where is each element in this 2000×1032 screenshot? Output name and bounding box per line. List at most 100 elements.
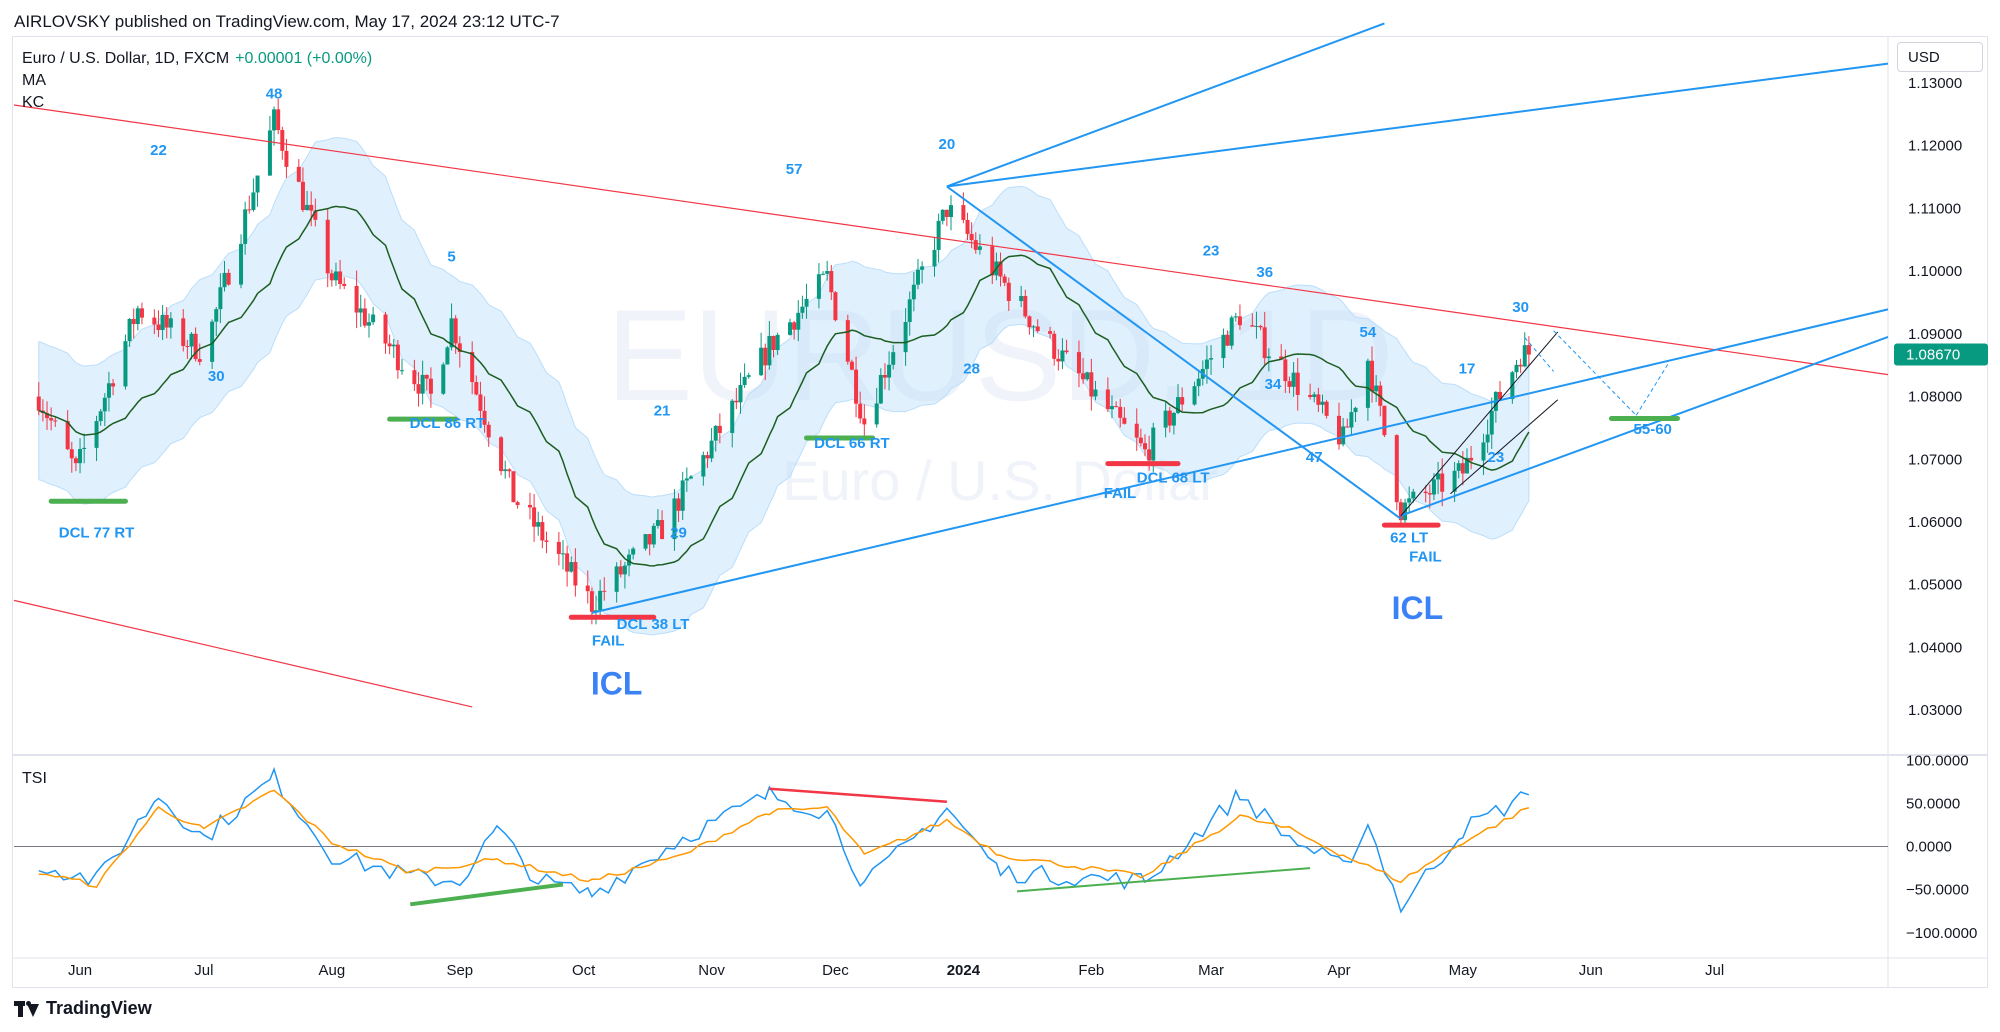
candle-body <box>53 420 58 422</box>
candle-body <box>1522 345 1527 367</box>
tradingview-logo[interactable]: TradingView <box>14 998 152 1019</box>
candle <box>247 195 252 214</box>
candle <box>457 336 462 368</box>
candle <box>631 546 636 560</box>
candle-body <box>709 440 714 459</box>
candle-body <box>333 271 338 281</box>
candle-body <box>106 383 111 398</box>
candle <box>713 425 718 452</box>
candle-body <box>684 478 689 481</box>
candle-body <box>573 562 578 586</box>
candle <box>1064 339 1069 354</box>
tsi-title[interactable]: TSI <box>22 770 47 787</box>
price-axis[interactable]: 1.13000 1.12000 1.11000 1.10000 1.09000 1.080… <box>1908 75 1962 719</box>
candle-body <box>829 271 834 293</box>
candle <box>643 534 648 551</box>
candle-body <box>1287 381 1292 387</box>
candle-body <box>1176 397 1181 413</box>
candle-body <box>1171 412 1176 426</box>
candle <box>428 367 433 408</box>
candle <box>226 269 231 286</box>
candle <box>585 570 590 604</box>
candle-body <box>887 364 892 378</box>
candle-body <box>878 374 883 404</box>
currency-selector[interactable]: USD <box>1897 42 1983 72</box>
last-price-badge <box>1894 343 1988 366</box>
candle-body <box>1497 391 1502 400</box>
legend-ma[interactable]: MA <box>22 72 46 89</box>
candle-body <box>907 299 912 323</box>
candle-body <box>845 320 850 362</box>
red-trendline-top <box>13 104 1889 376</box>
candle-body <box>139 308 144 318</box>
candle <box>305 190 310 211</box>
tsi-divergence-bull <box>410 882 564 907</box>
time-tick: Apr <box>1327 962 1350 979</box>
candle-body <box>821 273 826 275</box>
candle <box>474 375 479 396</box>
price-tick: 1.05000 <box>1908 577 1962 594</box>
candle <box>1320 394 1325 414</box>
candle-body <box>1514 364 1519 373</box>
last-price-label: 1.08670 <box>1894 343 1988 366</box>
price-tick: 1.06000 <box>1908 514 1962 531</box>
candle <box>903 308 908 366</box>
gridlines <box>12 36 1988 988</box>
candle-body <box>1048 331 1053 334</box>
candle-body <box>1485 434 1490 443</box>
candle <box>152 309 157 335</box>
candle-body <box>565 553 570 572</box>
candle-body <box>197 359 202 362</box>
cycle-annotation: 36 <box>1256 264 1273 281</box>
candle <box>1056 349 1061 371</box>
candle-body <box>1258 325 1263 328</box>
candle <box>160 305 165 340</box>
candle-body <box>1151 427 1156 461</box>
candle-body <box>511 471 516 503</box>
candle <box>1143 434 1148 457</box>
candle-body <box>127 318 132 342</box>
price-tick: 1.04000 <box>1908 639 1962 656</box>
cycle-annotation: 34 <box>1265 376 1282 393</box>
candle-body <box>788 322 793 335</box>
candle <box>1262 311 1267 366</box>
candle-body <box>532 507 537 527</box>
candle-body <box>1250 325 1255 327</box>
legend-symbol[interactable]: Euro / U.S. Dollar, 1D, FXCM <box>22 50 230 67</box>
candle <box>1469 445 1474 470</box>
candle <box>478 381 483 427</box>
candle <box>1233 312 1238 322</box>
candle <box>486 421 491 447</box>
candle <box>874 387 879 428</box>
candle <box>1035 319 1040 333</box>
tradingview-brand: TradingView <box>46 998 152 1018</box>
candle <box>164 307 169 339</box>
candle-body <box>903 322 908 353</box>
candle <box>189 332 194 360</box>
candle <box>915 258 920 290</box>
chart-watermark: EURUSD, 1D Euro / U.S. Dollar <box>606 282 1393 512</box>
price-tick: 1.08000 <box>1908 389 1962 406</box>
candle-body <box>453 318 458 344</box>
candle <box>1337 402 1342 450</box>
candle-body <box>767 335 772 366</box>
candle <box>825 260 830 281</box>
black-trendline-2 <box>1450 399 1559 495</box>
legend-kc[interactable]: KC <box>22 94 45 111</box>
candle <box>73 456 78 472</box>
candle-body <box>882 374 887 378</box>
candles <box>36 98 1531 625</box>
time-axis[interactable]: Jun Jul Aug Sep Oct Nov Dec 2024 Feb Mar Apr May Jun… <box>68 962 1724 979</box>
time-tick: Dec <box>822 962 849 979</box>
candle-body <box>362 308 367 326</box>
candle <box>503 460 508 479</box>
candle-body <box>164 314 169 328</box>
time-tick: Nov <box>698 962 725 979</box>
candle <box>127 318 132 347</box>
candle-body <box>1291 372 1296 387</box>
tsi-axis[interactable]: 100.0000 50.0000 0.0000 −50.0000 −100.0000 <box>1906 752 1977 941</box>
candle <box>1163 401 1168 438</box>
candle <box>688 474 693 480</box>
candle <box>1460 451 1465 486</box>
